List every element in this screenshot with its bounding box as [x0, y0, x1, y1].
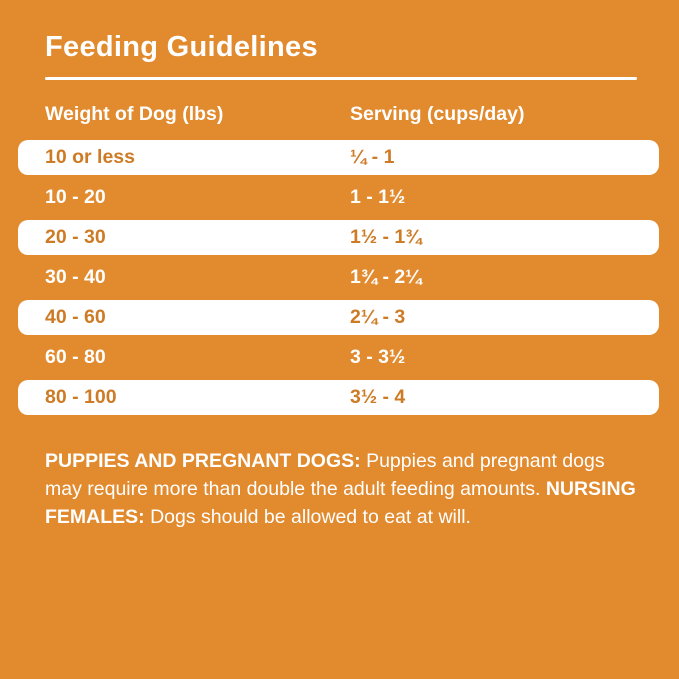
weight-cell: 80 - 100	[45, 386, 117, 408]
page-title: Feeding Guidelines	[45, 31, 318, 63]
serving-cell: 2¼ - 3	[350, 306, 406, 328]
table-row: 10 or less ¼ - 1	[18, 140, 659, 175]
table-row: 10 - 20 1 - 1½	[18, 180, 659, 215]
weight-cell: 40 - 60	[45, 306, 106, 328]
serving-cell: 1 - 1½	[350, 186, 406, 208]
weight-cell: 60 - 80	[45, 346, 106, 368]
serving-cell: 3½ - 4	[350, 386, 406, 408]
table-row: 60 - 80 3 - 3½	[18, 340, 659, 375]
table-row: 30 - 40 1¾ - 2¼	[18, 260, 659, 295]
table-row: 40 - 60 2¼ - 3	[18, 300, 659, 335]
feeding-guidelines-panel: Feeding Guidelines Weight of Dog (lbs) S…	[18, 31, 659, 531]
note-body: Puppies and pregnant dogs may require mo…	[45, 450, 605, 500]
note-heading: PUPPIES AND PREGNANT DOGS:	[45, 450, 361, 472]
weight-cell: 10 - 20	[45, 186, 106, 208]
title-divider	[45, 77, 637, 80]
table-header-row: Weight of Dog (lbs) Serving (cups/day)	[45, 103, 659, 126]
serving-cell: ¼ - 1	[350, 146, 395, 168]
serving-cell: 1¾ - 2¼	[350, 266, 422, 288]
weight-cell: 10 or less	[45, 146, 135, 168]
serving-cell: 1½ - 1¾	[350, 226, 422, 248]
table-body: 10 or less ¼ - 1 10 - 20 1 - 1½ 20 - 30 …	[18, 140, 659, 415]
table-row: 20 - 30 1½ - 1¾	[18, 220, 659, 255]
note-body: Dogs should be allowed to eat at will.	[144, 506, 471, 528]
column-header-weight: Weight of Dog (lbs)	[45, 103, 224, 125]
weight-cell: 30 - 40	[45, 266, 106, 288]
note-heading: NURSING FEMALES:	[45, 478, 636, 528]
table-row: 80 - 100 3½ - 4	[18, 380, 659, 415]
note-text: PUPPIES AND PREGNANT DOGS: Puppies and p…	[45, 447, 645, 531]
weight-cell: 20 - 30	[45, 226, 106, 248]
column-header-serving: Serving (cups/day)	[350, 103, 525, 125]
serving-cell: 3 - 3½	[350, 346, 406, 368]
